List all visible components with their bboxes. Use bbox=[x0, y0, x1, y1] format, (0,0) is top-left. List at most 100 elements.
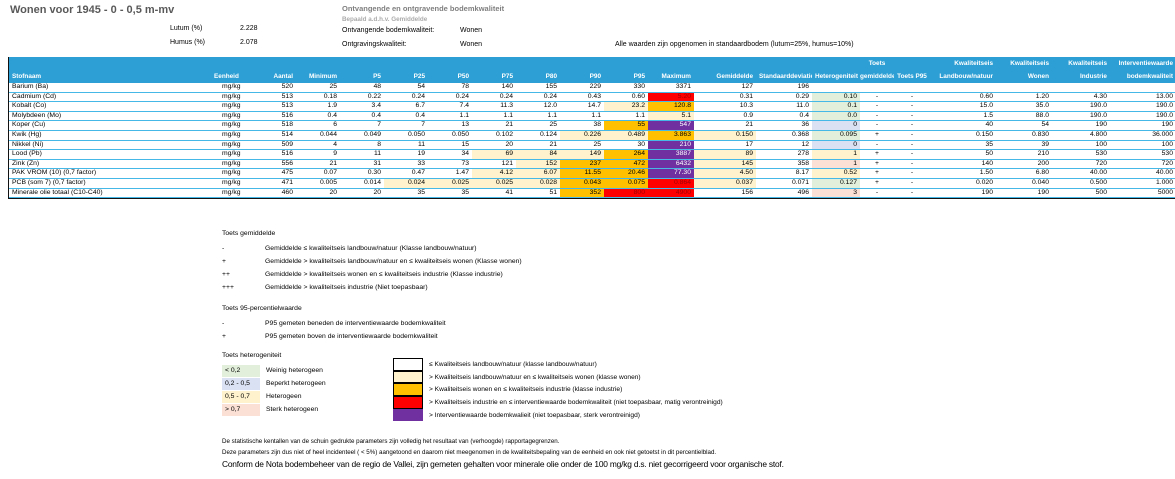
cell-kwaliteitseis-wonen: 35.0 bbox=[1035, 102, 1049, 110]
col-header-minimum: Minimum bbox=[308, 73, 337, 80]
table-row: Nikkel (Ni) mg/kg 509 4 8 11 15 20 21 25 30 210 17 12… bbox=[9, 140, 1175, 151]
cell-kwaliteitseis-industrie: 190.0 bbox=[1089, 111, 1107, 119]
cell-stofnaam: Cadmium (Cd) bbox=[12, 92, 57, 100]
col-group-empty bbox=[9, 57, 211, 70]
cell-toets-p95: - bbox=[910, 169, 914, 177]
cell-eenheid: mg/kg bbox=[222, 130, 241, 138]
cell-p90: 1.1 bbox=[591, 111, 601, 119]
cell-toets-p95: - bbox=[910, 102, 914, 110]
table-row: Koper (Cu) mg/kg 518 6 7 7 13 21 25 38 55 547 21 36 0 -… bbox=[9, 121, 1175, 131]
legend-item: > Kwaliteitseis wonen en ≤ kwaliteitseis… bbox=[393, 383, 723, 397]
cell-p95: 0.60 bbox=[631, 92, 645, 100]
col-group-empty bbox=[694, 57, 756, 70]
cell-p95: 330 bbox=[633, 83, 645, 90]
col-group-kwaliteitseis-landbouw: Kwaliteitseis bbox=[954, 60, 993, 67]
cell-stofnaam: Koper (Cu) bbox=[12, 121, 46, 129]
legend-symbol: ++ bbox=[222, 271, 230, 278]
cell-p80: 21 bbox=[549, 140, 557, 148]
cell-p5: 48 bbox=[373, 83, 381, 90]
cell-p50: 78 bbox=[461, 83, 469, 90]
cell-toets-gemiddelde: + bbox=[875, 159, 879, 167]
cell-eenheid: mg/kg bbox=[222, 111, 241, 119]
cell-toets-gemiddelde: + bbox=[875, 150, 879, 158]
cell-p5: 0.22 bbox=[367, 92, 381, 100]
cell-p5: 11 bbox=[373, 150, 381, 158]
cell-toets-gemiddelde: + bbox=[875, 130, 879, 138]
cell-p90: 352 bbox=[560, 188, 604, 198]
ontgraving-label: Ontgravingskwaliteit: bbox=[342, 41, 407, 48]
cell-maximum: 210 bbox=[648, 140, 694, 150]
cell-toets-p95: - bbox=[910, 92, 914, 100]
col-header-standaarddeviatie: Standaarddeviatie bbox=[759, 73, 812, 80]
legend-text: Weinig heterogeen bbox=[266, 367, 323, 374]
col-header-kwaliteitseis-wonen: Wonen bbox=[1027, 73, 1049, 80]
cell-maximum: 77.30 bbox=[648, 169, 694, 178]
cell-interventiewaarde: 530 bbox=[1161, 150, 1173, 158]
col-group-empty bbox=[894, 57, 930, 70]
cell-p75: 4.12 bbox=[472, 169, 516, 178]
cell-p5: 7 bbox=[377, 121, 381, 129]
cell-kwaliteitseis-industrie: 190 bbox=[1095, 121, 1107, 129]
footnote: Deze parameters zijn dus niet of heel in… bbox=[222, 448, 717, 456]
cell-p50: 1.47 bbox=[455, 169, 469, 177]
cell-maximum: 0.864 bbox=[648, 178, 694, 188]
col-header-aantal: Aantal bbox=[273, 73, 293, 80]
cell-aantal: 518 bbox=[281, 121, 293, 129]
heterogeniteit-swatch: < 0,2 bbox=[222, 364, 260, 377]
cell-p50: 13 bbox=[461, 121, 469, 129]
legend-symbol: + bbox=[222, 333, 226, 340]
cell-gemiddelde: 0.31 bbox=[739, 92, 753, 100]
table-row: Kobalt (Co) mg/kg 513 1.9 3.4 6.7 7.4 11.3 12.0 1… bbox=[9, 102, 1175, 112]
cell-p25: 19 bbox=[417, 150, 425, 158]
cell-p25: 7 bbox=[421, 121, 425, 129]
cell-minimum: 21 bbox=[329, 159, 337, 167]
cell-gemiddelde: 17 bbox=[745, 140, 753, 148]
cell-p25: 0.47 bbox=[411, 169, 425, 177]
cell-p50: 7.4 bbox=[459, 102, 469, 110]
legend-item: + P95 gemeten boven de interventiewaarde … bbox=[222, 330, 446, 343]
cell-aantal: 513 bbox=[281, 102, 293, 110]
legend-item: < 0,2 Weinig heterogeen bbox=[222, 364, 326, 377]
cell-gemiddelde: 156 bbox=[741, 188, 753, 196]
cell-aantal: 516 bbox=[281, 150, 293, 158]
cell-p50: 34 bbox=[461, 150, 469, 158]
cell-p25: 0.050 bbox=[407, 130, 425, 138]
cell-p80: 152 bbox=[516, 159, 560, 169]
table-row: Cadmium (Cd) mg/kg 513 0.18 0.22 0.24 0.24 0.24… bbox=[9, 92, 1175, 103]
cell-standaarddeviatie: 36 bbox=[801, 121, 809, 129]
cell-maximum: 6432 bbox=[648, 159, 694, 169]
cell-p5: 0.049 bbox=[363, 130, 381, 138]
cell-p95: 23.2 bbox=[604, 102, 648, 111]
cell-aantal: 520 bbox=[281, 83, 293, 90]
table-row: PAK VROM (10) (0,7 factor) mg/kg 475 0.07 0.… bbox=[9, 169, 1175, 179]
col-group-empty bbox=[211, 57, 258, 70]
cell-interventiewaarde: 13.00 bbox=[1155, 92, 1173, 100]
table-row: Lood (Pb) mg/kg 516 9 11 19 34 69 84 149 264 3887 89… bbox=[9, 150, 1175, 160]
cell-interventiewaarde: 190.0 bbox=[1155, 111, 1173, 119]
cell-standaarddeviatie: 278 bbox=[797, 150, 809, 158]
cell-heterogeniteit: 0.127 bbox=[812, 178, 860, 188]
legend-symbol: - bbox=[222, 320, 225, 327]
cell-stofnaam: Barium (Ba) bbox=[12, 83, 49, 90]
humus-value: 2.078 bbox=[240, 39, 258, 46]
cell-stofnaam: Molybdeen (Mo) bbox=[12, 111, 62, 119]
cell-p25: 11 bbox=[417, 140, 425, 148]
table-row: Molybdeen (Mo) mg/kg 516 0.4 0.4 0.4 1.1 1.1 1.1… bbox=[9, 111, 1175, 122]
col-header-kwaliteitseis-industrie: Industrie bbox=[1080, 73, 1107, 80]
cell-p75: 11.3 bbox=[500, 102, 513, 110]
cell-p90: 0.43 bbox=[587, 92, 601, 100]
cell-p5: 0.30 bbox=[367, 169, 381, 177]
cell-p75: 20 bbox=[505, 140, 513, 148]
cell-toets-p95: - bbox=[910, 188, 914, 196]
legend-text: Gemiddelde > kwaliteitseis industrie (Ni… bbox=[265, 284, 428, 291]
cell-stofnaam: Kwik (Hg) bbox=[12, 130, 42, 138]
cell-standaarddeviatie: 8.17 bbox=[795, 169, 809, 177]
footnotes: De statistische kentallen van de schuin … bbox=[222, 438, 1172, 469]
col-group-empty bbox=[384, 57, 428, 70]
cell-heterogeniteit: 0 bbox=[812, 140, 860, 150]
klasse-swatch bbox=[393, 396, 423, 409]
cell-p90: 229 bbox=[589, 83, 601, 90]
legend-text: Beperkt heterogeen bbox=[266, 380, 326, 387]
cell-maximum: 4900 bbox=[648, 188, 694, 198]
cell-p50: 73 bbox=[461, 159, 469, 167]
